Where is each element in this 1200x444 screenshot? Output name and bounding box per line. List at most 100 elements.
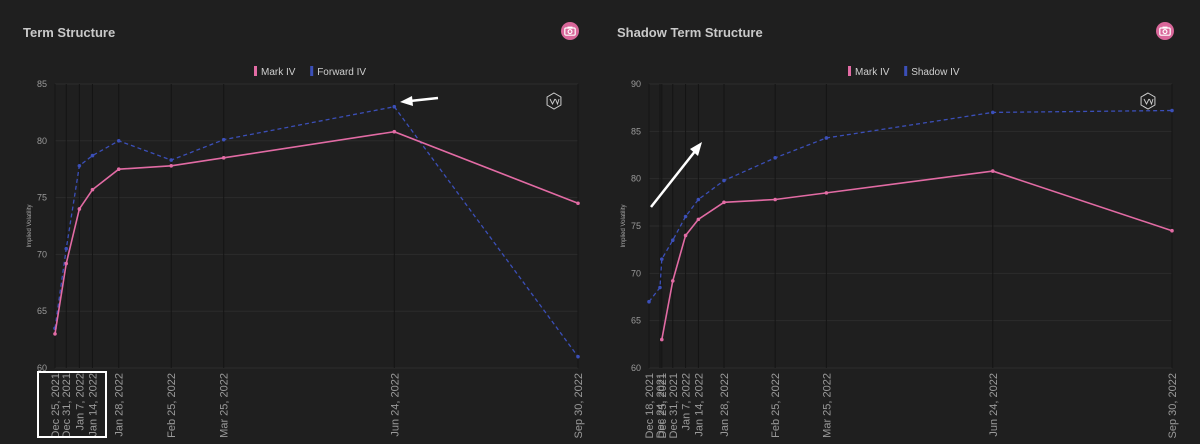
x-tick-label: Dec 25, 2021	[657, 373, 669, 438]
y-tick-label: 80	[631, 174, 641, 184]
x-tick-label: Jan 7, 2022	[681, 373, 693, 431]
y-tick-label: 90	[631, 79, 641, 89]
legend-entry: Forward IV	[317, 67, 366, 78]
arrow-head	[690, 142, 702, 156]
data-point	[683, 233, 688, 238]
series-line-mark-iv	[54, 130, 579, 335]
data-point	[576, 354, 580, 359]
shadow-term-structure-panel: Shadow Term Structure 60 65 70 75 80 85 90 Dec …	[600, 0, 1200, 444]
data-point	[773, 197, 777, 202]
screenshot-button[interactable]	[561, 22, 579, 40]
data-point	[90, 187, 95, 192]
y-tick-label: 65	[631, 316, 641, 326]
x-tick-label: Sep 30, 2022	[573, 373, 585, 438]
x-tick-label: Dec 31, 2021	[61, 373, 73, 438]
gv-logo-icon	[1140, 92, 1156, 110]
x-tick-label: Jun 24, 2022	[389, 373, 401, 437]
y-tick-label: 85	[631, 126, 641, 136]
data-point	[392, 129, 397, 134]
x-tick-label: Mar 25, 2022	[821, 373, 833, 438]
data-point	[773, 156, 777, 160]
y-tick-label: 60	[37, 363, 47, 373]
x-tick-label: Dec 25, 2021	[50, 373, 62, 438]
data-point	[64, 246, 69, 251]
camera-icon	[564, 26, 576, 36]
x-tick-label: Feb 25, 2022	[166, 373, 178, 438]
data-point	[221, 156, 226, 160]
data-point	[77, 163, 82, 168]
data-point	[116, 167, 121, 171]
legend-swatch	[848, 66, 851, 76]
x-tick-label: Dec 18, 2021	[644, 373, 656, 438]
data-point	[90, 153, 95, 158]
legend-entry: Shadow IV	[911, 67, 960, 78]
arrow-head	[400, 96, 413, 106]
y-tick-label: 85	[37, 79, 47, 89]
data-point	[990, 110, 995, 115]
y-tick-label: 65	[37, 306, 47, 316]
data-point	[696, 197, 701, 202]
data-point	[696, 217, 701, 222]
arrow-shaft	[409, 96, 439, 103]
data-point	[64, 261, 69, 266]
logo-hexagon	[546, 92, 562, 110]
logo-mark	[1143, 98, 1154, 106]
data-point	[660, 257, 664, 261]
term-structure-panel: Term Structure 60 65 70 75 80 85 Dec 25, 2021 D…	[23, 22, 585, 438]
legend-swatch	[254, 66, 257, 76]
x-tick-label: Jun 24, 2022	[988, 373, 1000, 437]
data-point	[116, 139, 121, 143]
x-tick-label: Mar 25, 2022	[219, 373, 231, 438]
y-tick-label: 70	[631, 268, 641, 278]
y-tick-label: 60	[631, 363, 641, 373]
data-point	[722, 200, 726, 205]
data-point	[990, 169, 995, 173]
x-tick-label: Jan 28, 2022	[114, 373, 126, 437]
panel-title: Term Structure	[23, 25, 116, 40]
x-tick-label: Dec 31, 2021	[668, 373, 680, 438]
x-tick-label: Dec 24, 2021	[655, 373, 667, 438]
series-line-shadow-iv	[648, 109, 1173, 303]
x-tick-label: Feb 25, 2022	[770, 373, 782, 438]
logo-mark	[549, 98, 560, 106]
logo-hexagon	[1140, 92, 1156, 110]
legend-swatch	[310, 66, 314, 76]
data-point	[722, 178, 726, 183]
x-tick-label: Jan 7, 2022	[74, 373, 86, 431]
panel-title: Shadow Term Structure	[617, 25, 763, 40]
y-tick-label: 70	[37, 249, 47, 259]
x-tick-label: Jan 28, 2022	[719, 373, 731, 437]
y-axis-title: Implied Volatility	[621, 204, 627, 247]
y-tick-label: 75	[631, 221, 641, 231]
data-point	[683, 214, 688, 219]
x-tick-label: Jan 14, 2022	[87, 373, 99, 437]
annotation-arrow	[400, 96, 439, 106]
data-point	[658, 285, 662, 290]
data-point	[670, 279, 675, 283]
data-point	[77, 207, 82, 211]
y-tick-label: 80	[37, 136, 47, 146]
data-point	[221, 137, 226, 142]
x-tick-label: Jan 14, 2022	[693, 373, 705, 437]
data-point	[660, 337, 664, 342]
data-point	[169, 163, 174, 168]
x-tick-label: Sep 30, 2022	[1167, 373, 1179, 438]
data-point	[1170, 108, 1174, 113]
data-point	[1170, 228, 1174, 233]
data-point	[824, 191, 829, 195]
legend-entry: Mark IV	[261, 67, 296, 78]
gv-logo-icon	[546, 92, 562, 110]
annotation-highlight-box	[37, 371, 107, 438]
series-line-mark-iv	[661, 170, 1173, 340]
data-point	[53, 332, 57, 336]
y-tick-label: 75	[37, 193, 47, 203]
data-point	[824, 136, 829, 140]
data-point	[647, 299, 651, 304]
arrow-shaft	[650, 149, 697, 208]
data-point	[392, 104, 397, 109]
screenshot-button[interactable]	[1156, 22, 1174, 40]
camera-icon	[1159, 26, 1171, 36]
legend-swatch	[904, 66, 908, 76]
